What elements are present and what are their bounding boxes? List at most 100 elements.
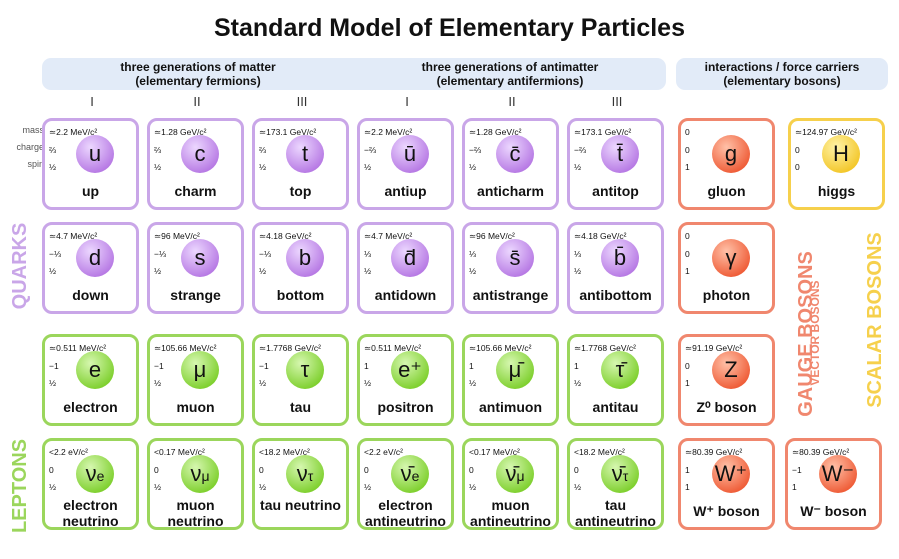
charge-value: −⅓ <box>259 249 272 259</box>
particle-name: antimuon <box>479 399 542 415</box>
particle-name: antitop <box>592 183 639 199</box>
charge-value: 0 <box>574 465 579 475</box>
particle-name: W⁻ boson <box>800 503 867 519</box>
particle-name: electron antineutrino <box>365 497 446 529</box>
particle-name: top <box>289 183 312 199</box>
mass-value: ≃105.66 MeV/c² <box>469 343 532 353</box>
particle-symbol: b̄ <box>601 239 639 277</box>
boson-header-bar <box>676 58 888 90</box>
particle-symbol: ν̄μ <box>496 455 534 493</box>
page-title: Standard Model of Elementary Particles <box>214 14 685 42</box>
particle-name: muon antineutrino <box>470 497 551 529</box>
particle-symbol: ν̄e <box>391 455 429 493</box>
charge-value: −1 <box>49 361 59 371</box>
particle-card-antitop: ≃173.1 GeV/c² −⅔ ½ t̄ antitop <box>567 118 664 210</box>
particle-card-antibottom: ≃4.18 GeV/c² ⅓ ½ b̄ antibottom <box>567 222 664 314</box>
matter-header-line2: (elementary fermions) <box>135 74 261 88</box>
spin-value: ½ <box>574 266 582 276</box>
particle-card-antimuon: ≃105.66 MeV/c² 1 ½ μ̄ antimuon <box>462 334 559 426</box>
mass-value: ≃4.7 MeV/c² <box>49 231 98 241</box>
charge-value: −⅓ <box>154 249 167 259</box>
charge-value: −⅔ <box>364 145 377 155</box>
matter-header: three generations of matter (elementary … <box>42 60 354 88</box>
mass-value: <2.2 eV/c² <box>49 447 88 457</box>
particle-symbol: τ̄ <box>601 351 639 389</box>
spin-value: 1 <box>685 266 690 276</box>
symbol-main: ν <box>190 461 202 486</box>
symbol-main: ν <box>296 461 308 486</box>
particle-symbol: νe <box>76 455 114 493</box>
charge-value: 1 <box>574 361 579 371</box>
particle-name: antibottom <box>579 287 652 303</box>
particle-card-antiup: ≃2.2 MeV/c² −⅔ ½ ū antiup <box>357 118 454 210</box>
mass-value: ≃124.97 GeV/c² <box>795 127 857 137</box>
particle-name: strange <box>170 287 221 303</box>
particle-name: antitau <box>592 399 639 415</box>
symbol-subscript: e <box>411 468 420 484</box>
spin-value: ½ <box>364 266 372 276</box>
mass-value: ≃105.66 MeV/c² <box>154 343 217 353</box>
particle-symbol: W⁻ <box>819 455 857 493</box>
mass-value: 0 <box>685 127 690 137</box>
particle-symbol: e <box>76 351 114 389</box>
row-label-charge: charge <box>16 142 44 152</box>
spin-value: 1 <box>685 482 690 492</box>
generation-label: I <box>90 94 94 109</box>
generation-label: III <box>296 94 308 109</box>
charge-value: 0 <box>685 145 690 155</box>
mass-value: ≃1.7768 GeV/c² <box>259 343 321 353</box>
particle-name: Z⁰ boson <box>696 399 757 415</box>
spin-value: ½ <box>469 378 477 388</box>
mass-value: <2.2 eV/c² <box>364 447 403 457</box>
vector-bosons-label: VECTOR BOSONS <box>808 280 822 386</box>
matter-header-line1: three generations of matter <box>120 60 276 74</box>
particle-symbol: t̄ <box>601 135 639 173</box>
mass-value: ≃1.28 GeV/c² <box>154 127 207 137</box>
mass-value: <0.17 MeV/c² <box>469 447 520 457</box>
generation-label: I <box>405 94 409 109</box>
charge-value: −⅔ <box>469 145 482 155</box>
mass-value: ≃96 MeV/c² <box>469 231 515 241</box>
particle-name: muon <box>176 399 215 415</box>
particle-card-electron-neutrino: <2.2 eV/c² 0 ½ νe electron neutrino <box>42 438 139 530</box>
particle-symbol: s̄ <box>496 239 534 277</box>
charge-value: 0 <box>364 465 369 475</box>
mass-value: ≃1.7768 GeV/c² <box>574 343 636 353</box>
particle-card-charm: ≃1.28 GeV/c² ⅔ ½ c charm <box>147 118 244 210</box>
charge-value: ⅓ <box>469 249 477 259</box>
charge-value: −⅓ <box>49 249 62 259</box>
particle-name: tau neutrino <box>260 497 341 513</box>
particle-symbol: H <box>822 135 860 173</box>
charge-value: 0 <box>154 465 159 475</box>
particle-name: tau <box>290 399 311 415</box>
charge-value: ⅔ <box>154 145 162 155</box>
generation-label: II <box>508 94 516 109</box>
particle-name: photon <box>702 287 751 303</box>
mass-value: ≃91.19 GeV/c² <box>685 343 743 353</box>
mass-value: ≃0.511 MeV/c² <box>49 343 107 353</box>
particle-symbol: γ <box>712 239 750 277</box>
mass-value: ≃96 MeV/c² <box>154 231 200 241</box>
row-label-spin: spin <box>27 159 44 169</box>
particle-card-top: ≃173.1 GeV/c² ⅔ ½ t top <box>252 118 349 210</box>
charge-value: ⅔ <box>49 145 57 155</box>
scalar-bosons-label: SCALAR BOSONS <box>864 232 886 408</box>
particle-symbol: d <box>76 239 114 277</box>
symbol-subscript: μ <box>516 468 525 484</box>
spin-value: ½ <box>259 266 267 276</box>
charge-value: ⅓ <box>364 249 372 259</box>
particle-symbol: W⁺ <box>712 455 750 493</box>
particle-symbol: νμ <box>181 455 219 493</box>
particle-card-strange: ≃96 MeV/c² −⅓ ½ s strange <box>147 222 244 314</box>
charge-value: −1 <box>259 361 269 371</box>
particle-name: W⁺ boson <box>693 503 760 519</box>
particle-symbol: u <box>76 135 114 173</box>
spin-value: ½ <box>259 378 267 388</box>
fermion-header-bar <box>42 58 666 90</box>
particle-symbol: ū <box>391 135 429 173</box>
charge-value: 0 <box>259 465 264 475</box>
particle-name: up <box>81 183 100 199</box>
particle-name: antistrange <box>472 287 549 303</box>
spin-value: ½ <box>364 482 372 492</box>
leptons-label: LEPTONS <box>9 438 31 534</box>
